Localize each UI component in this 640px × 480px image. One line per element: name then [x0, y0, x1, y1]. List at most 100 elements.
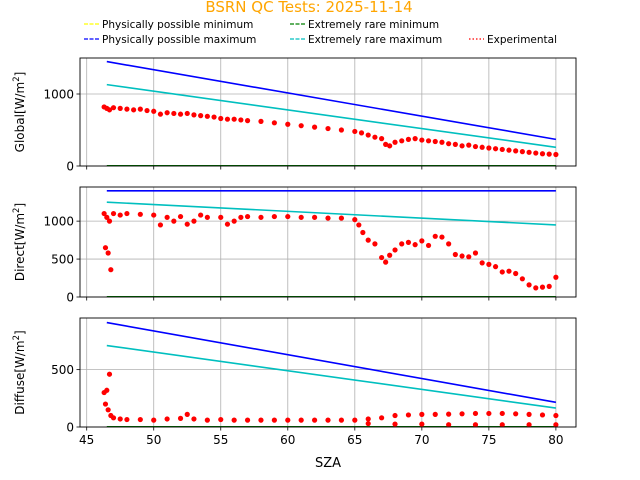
data-point	[432, 233, 438, 239]
data-point	[405, 136, 412, 142]
data-point	[271, 120, 277, 126]
panel-1-plot-area	[101, 60, 559, 166]
data-point	[338, 417, 345, 423]
data-point	[392, 139, 398, 145]
data-point	[459, 253, 465, 259]
data-point	[405, 412, 412, 418]
y-tick-label-0: 0	[66, 291, 74, 305]
panel-3-frame	[79, 317, 577, 428]
x-tick-label-70: 70	[414, 433, 429, 447]
data-point	[184, 221, 190, 227]
data-point	[526, 422, 532, 427]
y-axis-label-sup: 2	[12, 208, 22, 213]
data-point	[285, 417, 291, 423]
x-tick-label-60: 60	[280, 433, 295, 447]
data-point	[105, 407, 111, 413]
data-point	[352, 417, 358, 423]
data-point	[238, 117, 244, 123]
data-point	[546, 151, 552, 157]
data-point	[198, 212, 204, 218]
legend-label-3: Physically possible maximum	[102, 34, 256, 46]
data-point	[204, 113, 210, 119]
data-point	[539, 412, 546, 418]
legend-label-5: Experimental	[487, 34, 557, 46]
data-point	[151, 417, 157, 423]
data-point	[486, 410, 492, 417]
data-point	[365, 132, 371, 138]
data-point	[164, 416, 170, 422]
x-axis-label: SZA	[315, 456, 341, 471]
legend: Physically possible minimum Extremely rar…	[84, 19, 557, 46]
data-point	[399, 138, 405, 144]
data-point	[452, 141, 458, 147]
data-point	[244, 213, 251, 220]
y-axis-label-end: ]	[13, 330, 27, 335]
data-point	[539, 151, 546, 157]
data-point	[258, 118, 264, 124]
x-tick-label-75: 75	[481, 433, 496, 447]
data-point	[466, 254, 472, 260]
data-point	[106, 218, 113, 224]
data-point	[446, 411, 452, 417]
data-point	[372, 241, 378, 247]
data-point	[446, 422, 452, 427]
data-point	[383, 141, 389, 147]
data-point	[171, 110, 177, 117]
data-point	[311, 214, 318, 220]
data-point	[157, 111, 164, 117]
data-point	[157, 222, 164, 228]
y-axis-label-sup: 2	[12, 335, 22, 340]
x-tick-label-65: 65	[347, 433, 362, 447]
data-point	[446, 241, 452, 247]
data-point	[102, 401, 109, 407]
data-point	[513, 270, 519, 277]
data-point	[171, 218, 177, 224]
data-point	[191, 218, 197, 224]
series-experimental	[101, 210, 559, 291]
data-point	[533, 285, 539, 291]
data-point	[533, 150, 539, 156]
data-point	[365, 420, 371, 427]
data-point	[218, 416, 224, 423]
y-tick-label-1000: 1000	[43, 215, 74, 229]
data-point	[553, 274, 559, 280]
data-point	[164, 214, 170, 220]
data-point	[338, 127, 345, 133]
panel-2-frame	[79, 186, 577, 298]
data-point	[271, 213, 277, 220]
data-point	[499, 269, 505, 275]
data-point	[124, 416, 130, 423]
data-point	[546, 283, 552, 289]
data-point	[298, 417, 304, 423]
data-point	[117, 212, 123, 218]
data-point	[204, 417, 210, 423]
data-point	[144, 107, 150, 114]
data-point	[459, 143, 465, 149]
y-tick-label-0: 0	[66, 160, 74, 174]
data-point	[553, 412, 559, 419]
data-point	[519, 276, 525, 282]
data-point	[231, 218, 237, 224]
data-point	[412, 136, 418, 142]
data-point	[499, 146, 505, 153]
data-point	[298, 214, 304, 220]
y-tick-label-500: 500	[51, 253, 74, 267]
data-point	[432, 411, 438, 417]
series-extremely-rare-maximum	[106, 83, 557, 149]
data-point	[479, 144, 485, 150]
data-point	[472, 143, 479, 150]
data-point	[211, 114, 217, 120]
data-point	[539, 284, 546, 290]
data-point	[365, 237, 371, 243]
y-axis-label-2: Direct[W/m2]	[12, 203, 27, 281]
x-tick-label-50: 50	[146, 433, 161, 447]
data-point	[311, 124, 318, 130]
data-point	[124, 106, 130, 112]
data-point	[298, 123, 304, 129]
data-point	[191, 112, 197, 118]
data-point	[191, 416, 197, 422]
data-point	[104, 214, 110, 220]
data-point	[387, 143, 393, 149]
data-point	[459, 411, 465, 417]
